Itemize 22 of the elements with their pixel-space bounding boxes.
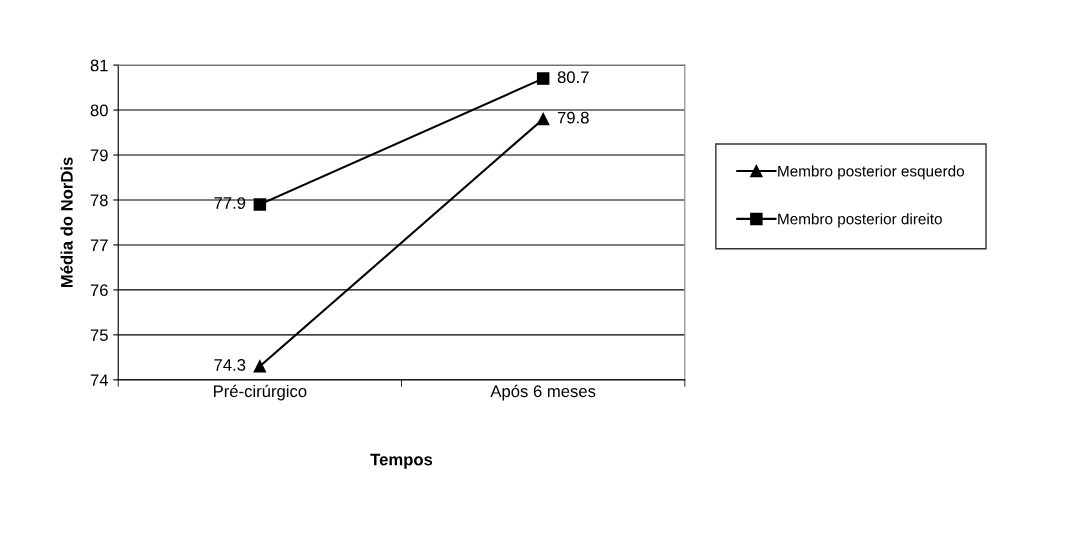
y-tick-label: 81 — [90, 59, 108, 72]
y-tick-label: 78 — [90, 194, 108, 207]
y-tick-label: 76 — [90, 284, 108, 297]
y-axis-title: Média do NorDis — [60, 157, 73, 288]
point — [536, 72, 550, 85]
x-axis-title: Tempos — [370, 453, 433, 469]
x-tick-label: Após 6 meses — [490, 384, 596, 401]
data-label: 74.3 — [214, 359, 246, 371]
legend-label: Membro posterior direito — [778, 213, 942, 228]
data-label: 80.7 — [557, 71, 589, 84]
y-tick-label: 77 — [90, 239, 108, 251]
data-label: 79.8 — [557, 111, 589, 124]
data-label: 77.9 — [214, 197, 246, 209]
y-tick-label: 80 — [90, 104, 108, 117]
y-tick-label: 74 — [90, 374, 109, 386]
y-tick-label: 75 — [90, 329, 108, 342]
legend-label: Membro posterior esquerdo — [778, 165, 964, 180]
x-tick-label: Pré-cirúrgico — [214, 384, 307, 401]
point — [253, 198, 267, 211]
point — [536, 112, 550, 126]
y-tick-label: 79 — [90, 149, 108, 162]
point — [253, 360, 267, 373]
